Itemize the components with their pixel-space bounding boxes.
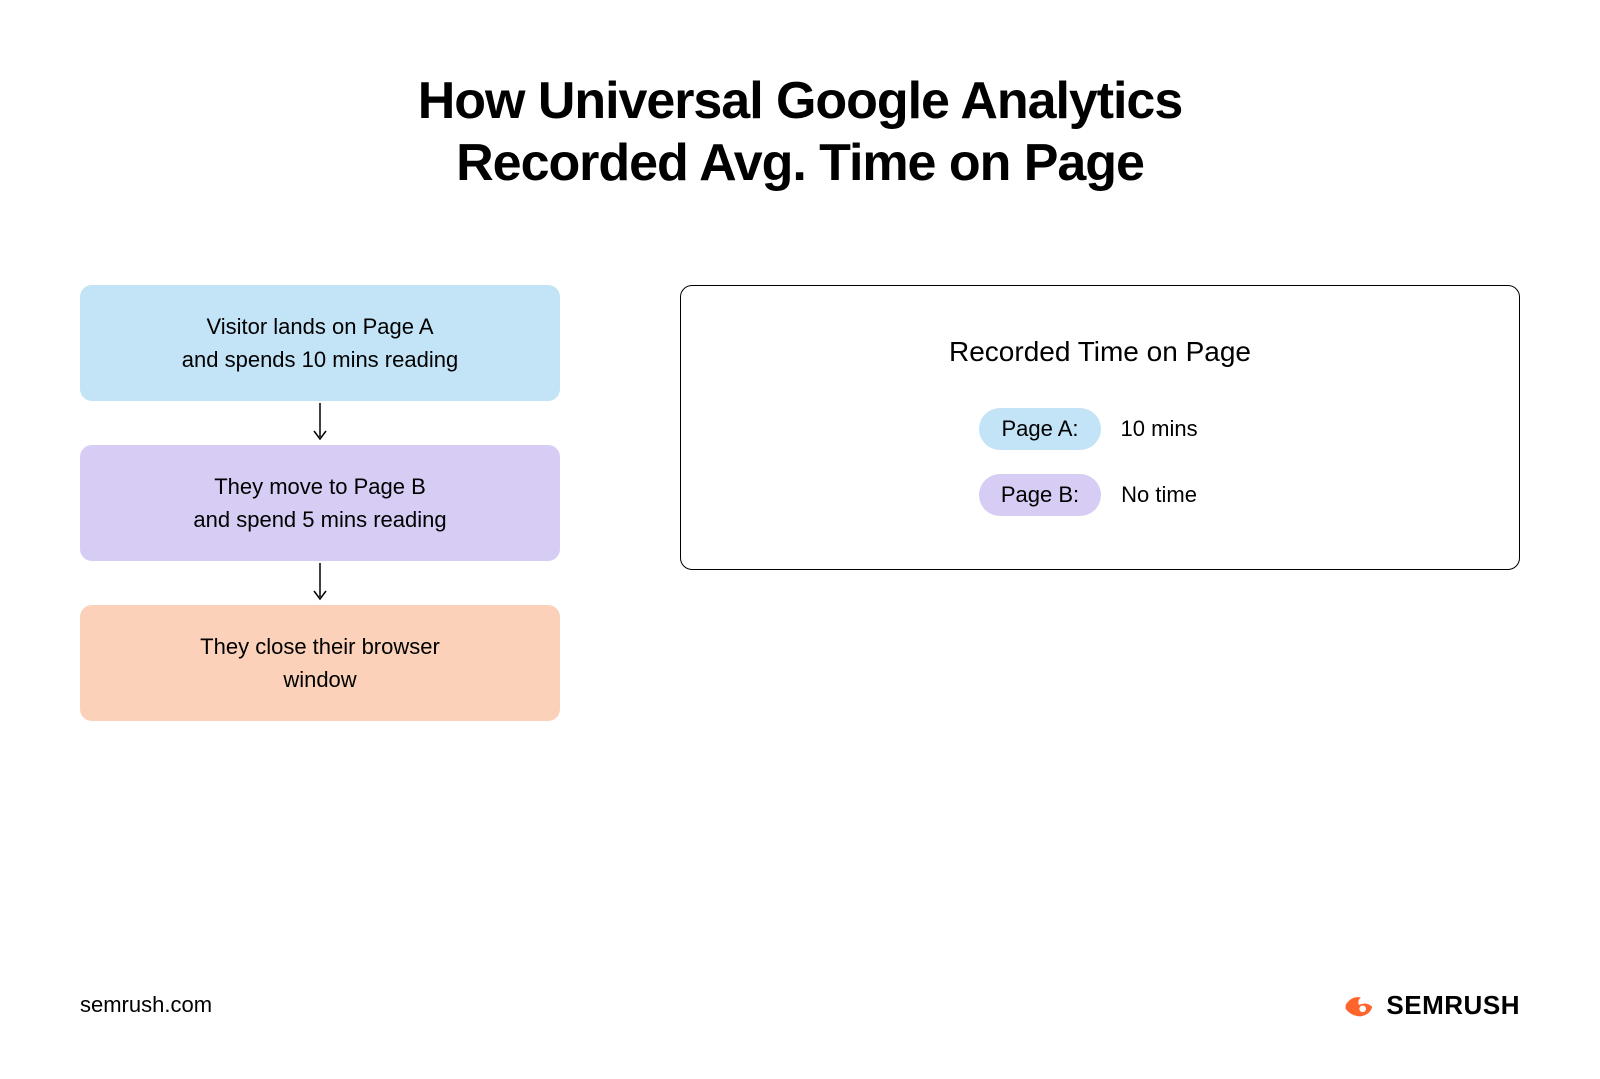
brand-name: SEMRUSH [1386, 990, 1520, 1021]
flow-step-2-line-2: and spend 5 mins reading [193, 507, 446, 532]
page-b-badge: Page B: [979, 474, 1101, 516]
flow-step-2: They move to Page B and spend 5 mins rea… [80, 445, 560, 561]
brand: SEMRUSH [1338, 986, 1520, 1024]
flow-step-3: They close their browser window [80, 605, 560, 721]
title-line-1: How Universal Google Analytics [418, 72, 1182, 130]
flow-step-1: Visitor lands on Page A and spends 10 mi… [80, 285, 560, 401]
footer-url: semrush.com [80, 992, 212, 1018]
result-row-a: Page A: 10 mins [979, 408, 1220, 450]
footer: semrush.com SEMRUSH [80, 986, 1520, 1024]
flow-step-1-line-1: Visitor lands on Page A [206, 314, 433, 339]
arrow-2 [310, 561, 330, 605]
result-panel: Recorded Time on Page Page A: 10 mins Pa… [680, 285, 1520, 570]
semrush-flame-icon [1338, 986, 1376, 1024]
result-title: Recorded Time on Page [741, 336, 1459, 368]
flow-column: Visitor lands on Page A and spends 10 mi… [80, 285, 560, 721]
page-title: How Universal Google Analytics Recorded … [80, 70, 1520, 195]
arrow-down-icon [310, 561, 330, 605]
arrow-down-icon [310, 401, 330, 445]
page-b-value: No time [1121, 482, 1221, 508]
page-a-badge: Page A: [979, 408, 1100, 450]
arrow-1 [310, 401, 330, 445]
content-area: Visitor lands on Page A and spends 10 mi… [80, 285, 1520, 721]
result-rows: Page A: 10 mins Page B: No time [741, 408, 1459, 516]
flow-step-1-line-2: and spends 10 mins reading [182, 347, 458, 372]
result-row-b: Page B: No time [979, 474, 1221, 516]
page-a-value: 10 mins [1121, 416, 1221, 442]
flow-step-3-line-2: window [283, 667, 356, 692]
title-line-2: Recorded Avg. Time on Page [456, 134, 1144, 192]
flow-step-3-line-1: They close their browser [200, 634, 440, 659]
flow-step-2-line-1: They move to Page B [214, 474, 426, 499]
